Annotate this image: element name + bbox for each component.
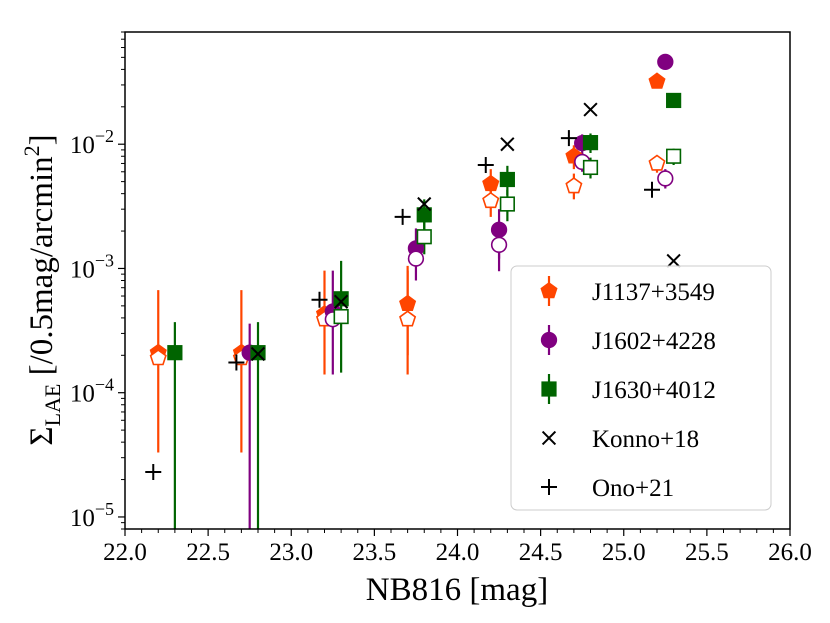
legend: J1137+3549 J1602+4228 J1630+4012 Konno+18 On…: [510, 265, 772, 511]
legend-label: J1137+3549: [592, 279, 715, 306]
legend-item: Ono+21: [541, 475, 674, 502]
series-2-open-point: [582, 159, 599, 176]
series-2-filled-point: [499, 171, 515, 188]
series-0-open-point: [565, 177, 583, 194]
x-tick-label: 25.5: [685, 539, 729, 566]
legend-item: J1137+3549: [540, 276, 715, 306]
series-2-open-point: [333, 308, 349, 325]
series-3-data-point: [417, 196, 432, 212]
series-1-open-point: [657, 170, 674, 187]
series-2-open-point: [666, 148, 682, 164]
series-3-data-point: [666, 253, 681, 269]
legend-marker: [541, 381, 557, 397]
legend-frame: [510, 265, 772, 511]
series-2-open-point: [416, 229, 432, 245]
series-1-open-point: [490, 236, 508, 253]
series-4-data-point: [394, 208, 411, 225]
series-2-filled-point: [666, 92, 682, 109]
series-4-data-point: [560, 130, 577, 147]
y-tick-label: 10−5: [70, 499, 114, 532]
y-tick-label: 10−2: [70, 126, 114, 159]
legend-item: J1602+4228: [540, 325, 716, 355]
series-0-open-point: [149, 349, 167, 366]
x-tick-label: 25.0: [602, 539, 646, 566]
x-tick-label: 23.5: [353, 539, 397, 566]
legend-label: Konno+18: [592, 426, 699, 453]
markers-layer: [145, 53, 682, 481]
series-1-filled-point: [490, 221, 508, 238]
series-0-open-point: [482, 191, 500, 209]
y-tick-label: 10−4: [70, 375, 114, 408]
legend-item: Konno+18: [541, 426, 699, 453]
x-tick-label: 23.0: [269, 539, 313, 566]
series-0-filled-point: [648, 72, 666, 89]
series-4-data-point: [311, 291, 328, 308]
series-2-filled-point: [333, 291, 349, 307]
series-4-data-point: [644, 181, 661, 198]
series-4-data-point: [228, 354, 245, 371]
series-4-data-point: [145, 464, 162, 481]
y-axis: 10−5 10−4 10−3 10−2: [70, 31, 125, 532]
legend-marker: [540, 282, 558, 299]
series-0-filled-point: [482, 174, 500, 192]
legend-label: J1630+4012: [592, 377, 716, 404]
series-2-filled-point: [416, 207, 432, 223]
legend-item: J1630+4012: [541, 374, 716, 404]
x-tick-label: 22.5: [186, 539, 230, 566]
series-3-data-point: [334, 294, 349, 309]
series-1-filled-point: [657, 53, 674, 71]
y-tick-label: 10−3: [70, 250, 114, 283]
legend-label: J1602+4228: [592, 328, 716, 355]
x-tick-label: 24.5: [519, 539, 563, 566]
series-4-data-point: [477, 157, 494, 174]
legend-marker: [541, 430, 557, 446]
x-axis: 22.0 22.5 23.0 23.5 24.0 24.5 25.0 25.5 26.0: [103, 529, 812, 566]
series-0-open-point: [648, 154, 666, 171]
x-tick-label: 26.0: [768, 539, 812, 566]
series-1-open-point: [407, 250, 425, 267]
series-2-filled-point: [582, 135, 599, 151]
x-tick-label: 22.0: [103, 539, 147, 566]
legend-label: Ono+21: [592, 475, 674, 502]
series-3-data-point: [500, 137, 515, 152]
legend-marker: [540, 331, 558, 349]
series-0-open-point: [399, 310, 417, 327]
x-axis-title: NB816 [mag]: [366, 572, 548, 608]
x-tick-label: 24.0: [436, 539, 480, 566]
legend-marker: [541, 479, 557, 495]
series-2-filled-point: [167, 345, 183, 361]
series-3-data-point: [583, 102, 598, 117]
series-2-open-point: [499, 196, 515, 212]
y-axis-title: ΣLAE [/0.5mag/arcmin2]: [19, 134, 65, 445]
series-0-filled-point: [399, 294, 417, 312]
series-3-data-point: [250, 346, 266, 362]
